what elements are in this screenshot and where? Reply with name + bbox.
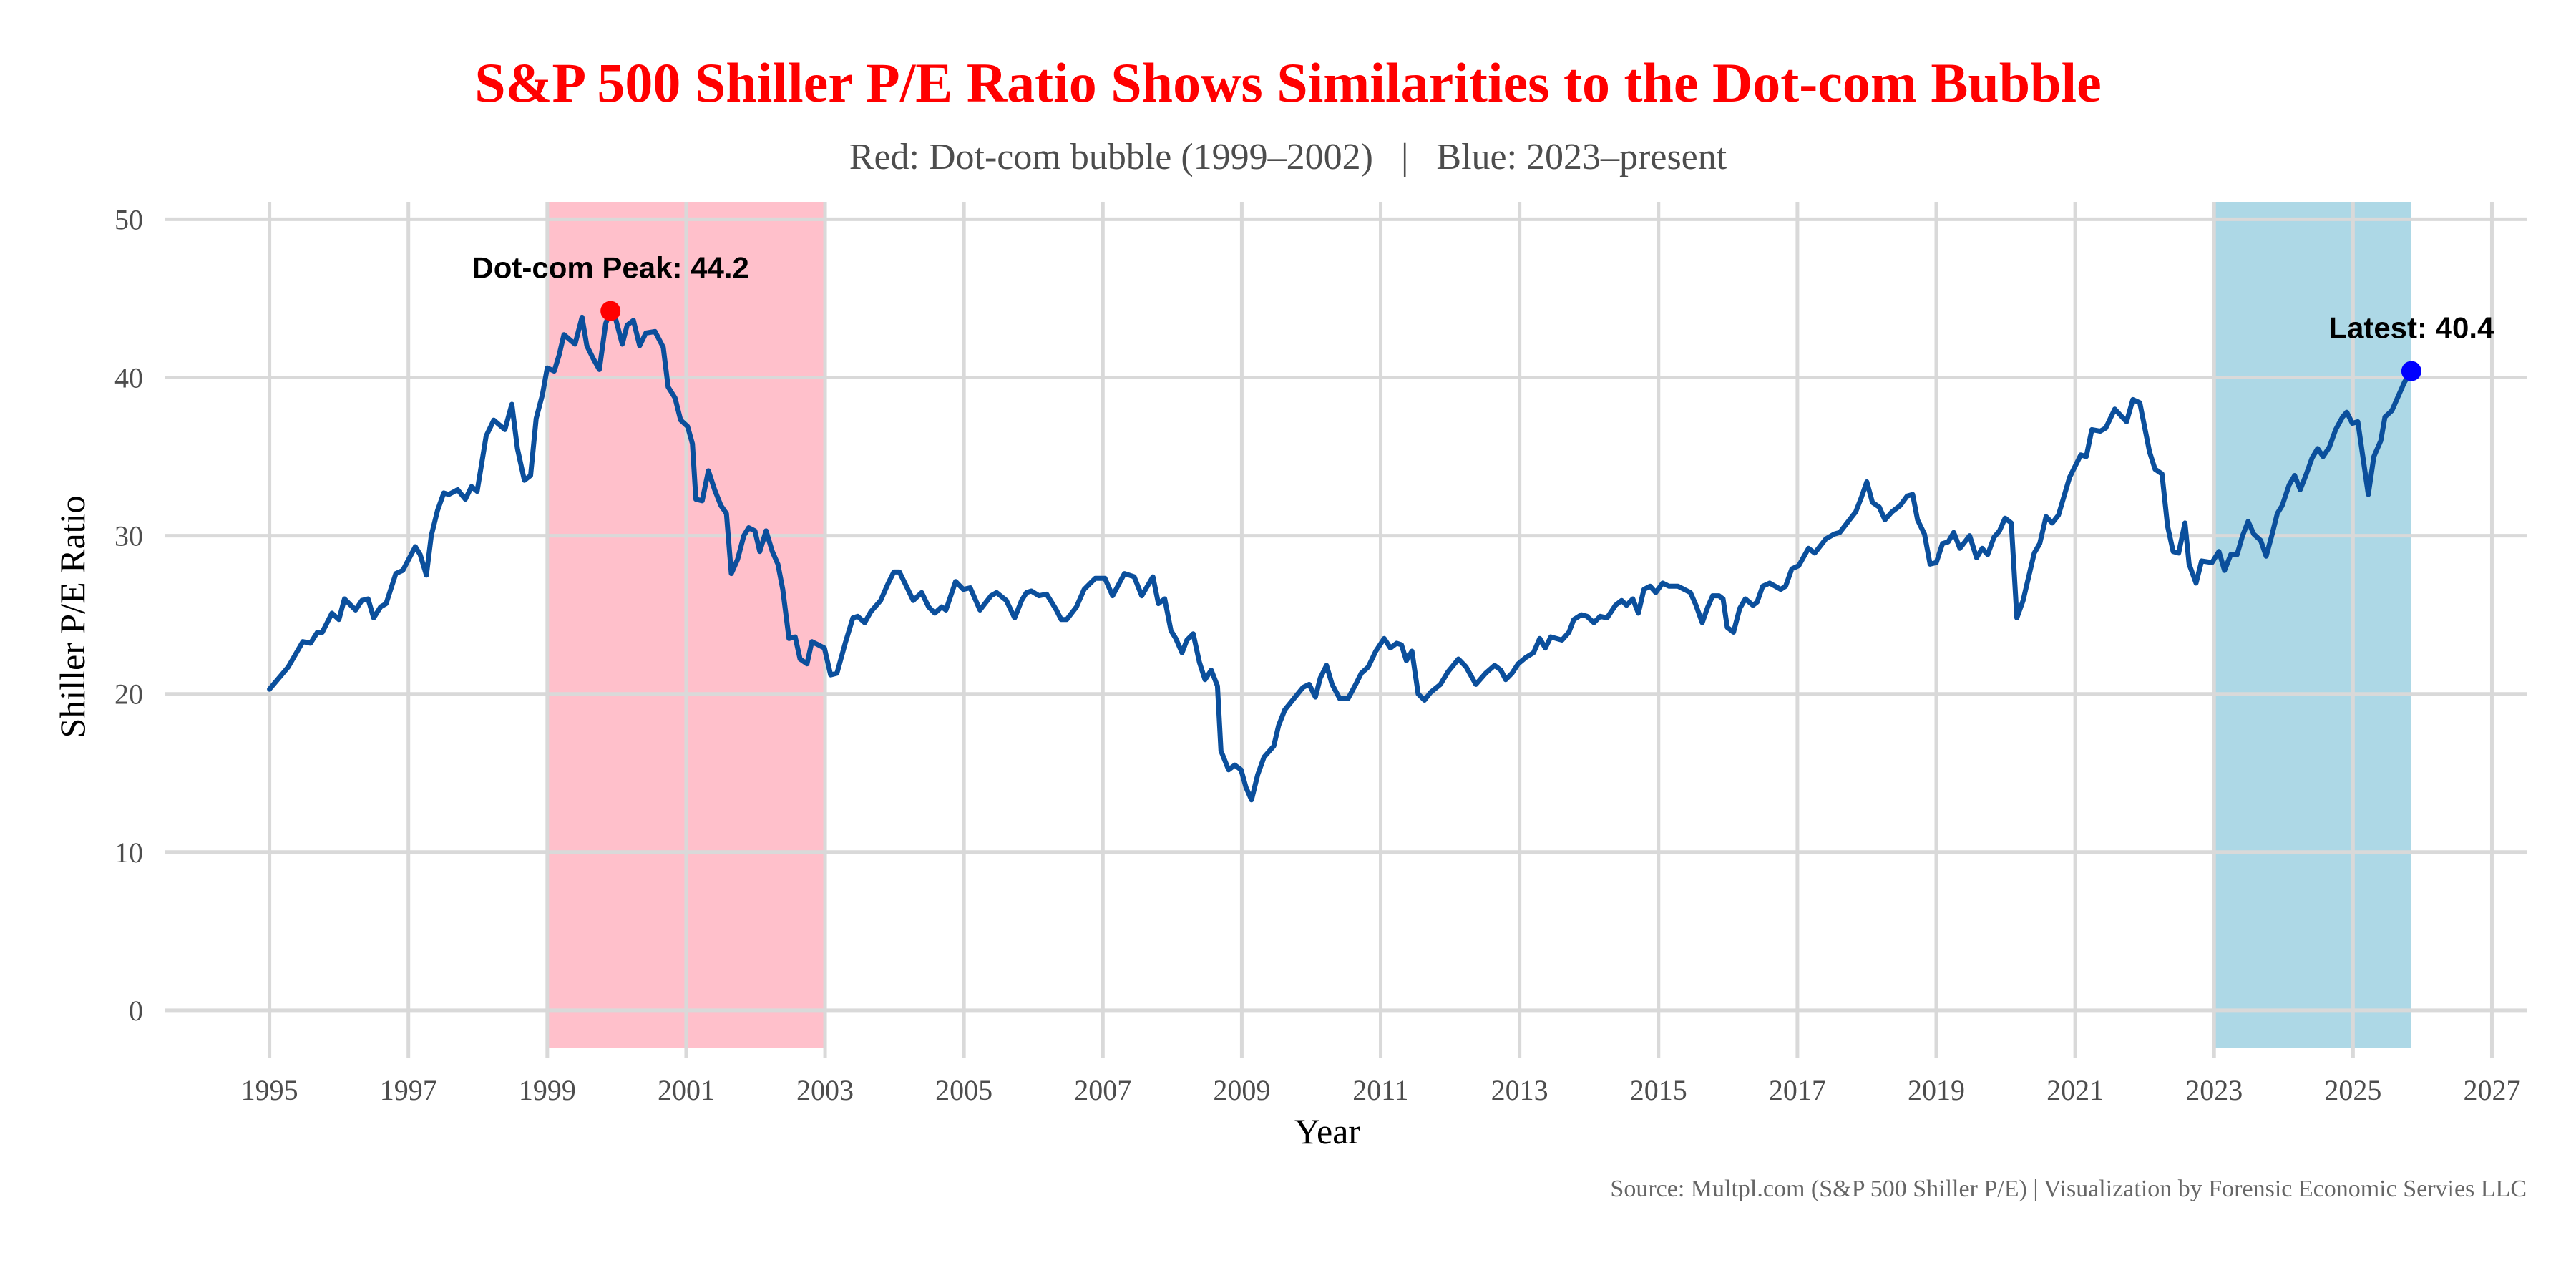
- chart-subtitle: Red: Dot-com bubble (1999–2002) | Blue: …: [849, 137, 1727, 177]
- x-axis-title: Year: [1294, 1111, 1360, 1151]
- x-tick-label: 2023: [2185, 1074, 2243, 1106]
- annotations: Dot-com Peak: 44.2 Latest: 40.4: [472, 251, 2494, 381]
- x-tick-label: 2007: [1074, 1074, 1131, 1106]
- source-caption: Source: Multpl.com (S&P 500 Shiller P/E)…: [1610, 1176, 2527, 1202]
- x-tick-label: 2027: [2463, 1074, 2520, 1106]
- peak-point: [600, 301, 621, 321]
- y-axis-title: Shiller P/E Ratio: [52, 496, 92, 738]
- pe-ratio-line: [267, 308, 2414, 803]
- x-tick-label: 2017: [1769, 1074, 1826, 1106]
- latest-point: [2401, 361, 2421, 381]
- x-tick-label: 2013: [1491, 1074, 1548, 1106]
- chart-title: S&P 500 Shiller P/E Ratio Shows Similari…: [474, 52, 2102, 114]
- x-tick-label: 1999: [519, 1074, 576, 1106]
- y-tick-label: 0: [129, 995, 143, 1027]
- peak-label: Dot-com Peak: 44.2: [472, 251, 748, 285]
- y-tick-label: 30: [114, 520, 143, 552]
- x-tick-label: 2005: [935, 1074, 992, 1106]
- y-tick-label: 50: [114, 203, 143, 235]
- gridlines: [165, 202, 2527, 1058]
- x-tick-label: 2009: [1213, 1074, 1270, 1106]
- x-tick-label: 1997: [380, 1074, 437, 1106]
- x-tick-label: 2011: [1352, 1074, 1409, 1106]
- x-axis-ticks: 1995 1997 1999 2001 2003 2005 2007 2009 2011 2013…: [241, 1074, 2521, 1106]
- y-tick-label: 20: [114, 678, 143, 711]
- shaded-regions: [547, 202, 2411, 1048]
- y-tick-label: 40: [114, 361, 143, 394]
- x-tick-label: 2001: [658, 1074, 715, 1106]
- y-tick-label: 10: [114, 836, 143, 869]
- x-tick-label: 2025: [2324, 1074, 2381, 1106]
- x-tick-label: 2021: [2046, 1074, 2104, 1106]
- x-tick-label: 1995: [241, 1074, 298, 1106]
- latest-label: Latest: 40.4: [2328, 311, 2494, 345]
- x-tick-label: 2019: [1908, 1074, 1965, 1106]
- recent-period-band: [2214, 202, 2411, 1048]
- x-tick-label: 2015: [1630, 1074, 1687, 1106]
- y-axis-ticks: 0 10 20 30 40 50: [114, 203, 143, 1027]
- x-tick-label: 2003: [796, 1074, 854, 1106]
